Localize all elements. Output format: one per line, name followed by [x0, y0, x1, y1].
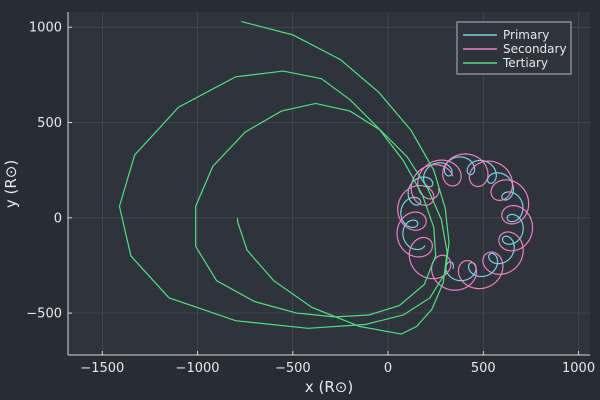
- y-axis-label: y (R⊙): [2, 160, 20, 208]
- series-layer: [118, 20, 534, 335]
- x-tick-label: −1500: [80, 361, 124, 376]
- x-tick-labels: −1500 −1000 −500 0 500 1000: [80, 361, 595, 376]
- x-tick-label: 500: [471, 361, 496, 376]
- y-tick-label: −500: [26, 307, 62, 322]
- legend-box: [456, 21, 572, 75]
- x-tick-label: 0: [384, 361, 392, 376]
- x-axis-label: x (R⊙): [305, 378, 353, 396]
- y-tick-label: 1000: [29, 21, 62, 36]
- y-tick-labels: −500 0 500 1000: [26, 21, 62, 322]
- x-tick-label: −500: [275, 361, 311, 376]
- series-tertiary-line: [118, 20, 450, 335]
- x-tick-label: 1000: [562, 361, 595, 376]
- y-tick-label: 0: [54, 211, 62, 226]
- legend-label-tertiary: Tertiary: [502, 56, 548, 70]
- axes: [67, 12, 590, 356]
- legend-label-secondary: Secondary: [503, 42, 567, 56]
- series-secondary-line: [396, 153, 534, 291]
- legend-label-primary: Primary: [503, 28, 549, 42]
- x-tick-label: −1000: [176, 361, 220, 376]
- y-tick-label: 500: [37, 116, 62, 131]
